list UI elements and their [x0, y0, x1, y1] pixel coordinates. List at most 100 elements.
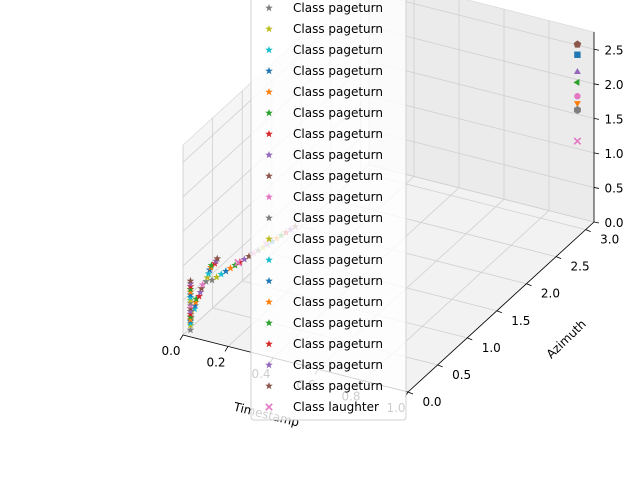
data-point	[240, 255, 249, 263]
legend-label: Class pageturn	[293, 106, 383, 120]
data-point	[573, 68, 581, 75]
y-axis-line	[407, 221, 595, 393]
legend-label: Class pageturn	[293, 274, 383, 288]
legend-label: Class pageturn	[293, 169, 383, 183]
data-point	[208, 276, 216, 284]
data-point	[186, 296, 195, 304]
y-tick-mark	[526, 283, 532, 287]
data-point	[192, 294, 201, 303]
data-point	[186, 276, 195, 285]
data-point	[186, 301, 195, 310]
legend-marker	[265, 46, 273, 54]
legend-label: Class pageturn	[293, 85, 383, 99]
data-point	[190, 304, 199, 313]
data-point	[573, 40, 582, 48]
data-point	[212, 273, 221, 281]
data-point	[203, 273, 212, 281]
legend-entry: Class laughter	[265, 400, 379, 414]
legend-entry: Class pageturn	[265, 43, 383, 57]
legend-marker	[265, 88, 273, 96]
legend-label: Class pageturn	[293, 43, 383, 57]
legend-marker	[265, 130, 273, 138]
data-point	[186, 325, 195, 334]
data-point	[186, 299, 195, 307]
y-tick-mark	[585, 229, 591, 232]
legend-label: Class pageturn	[293, 148, 383, 162]
legend-marker	[265, 4, 273, 12]
legend-marker	[265, 298, 273, 306]
legend-label: Class pageturn	[293, 316, 383, 330]
data-point	[186, 287, 195, 296]
y-tick-mark	[496, 310, 503, 314]
z-tick-mark	[593, 221, 600, 224]
legend-entry: Class pageturn	[265, 211, 383, 225]
legend-entry: Class pageturn	[265, 1, 383, 15]
legend-marker	[265, 361, 273, 369]
data-point	[186, 315, 195, 323]
x-tick-mark	[224, 346, 229, 352]
legend-marker	[265, 382, 273, 390]
z-tick-mark	[593, 48, 600, 51]
z-tick-label: 0.5	[604, 181, 623, 195]
y-axis-label: Azimuth	[544, 317, 589, 361]
legend-label: Class pageturn	[293, 1, 383, 15]
x-tick-label: 0.2	[206, 355, 225, 369]
legend-entry: Class pageturn	[265, 85, 383, 99]
y-tick-mark	[407, 391, 414, 395]
data-point	[195, 292, 203, 300]
data-point	[186, 282, 195, 290]
data-point	[573, 78, 580, 86]
grid-line-z	[182, 0, 595, 163]
data-point	[213, 254, 222, 262]
data-point	[186, 307, 195, 315]
y-tick-label: 1.0	[482, 341, 501, 355]
legend-label: Class laughter	[293, 400, 379, 414]
legend-marker	[265, 214, 273, 222]
legend-label: Class pageturn	[293, 358, 383, 372]
legend-marker	[265, 235, 273, 243]
legend-marker	[265, 403, 273, 411]
legend-entry: Class pageturn	[265, 274, 383, 288]
z-tick-label: 1.5	[604, 112, 623, 126]
legend-frame	[250, 0, 407, 421]
legend-marker	[265, 319, 273, 327]
data-point	[226, 264, 235, 272]
z-tick-label: 2.5	[604, 43, 623, 57]
legend-entry: Class pageturn	[265, 337, 383, 351]
y-tick-mark	[467, 337, 473, 341]
legend-entry: Class pageturn	[265, 358, 383, 372]
legend-entry: Class pageturn	[265, 148, 383, 162]
data-point	[186, 312, 195, 321]
data-point	[186, 321, 195, 329]
data-point	[574, 51, 581, 58]
data-point	[574, 93, 581, 100]
legend-entry: Class pageturn	[265, 295, 383, 309]
data-point	[573, 137, 582, 145]
y-tick-label: 0.0	[422, 395, 441, 409]
legend-label: Class pageturn	[293, 379, 383, 393]
z-tick-mark	[593, 152, 600, 155]
legend: Class pageturn Class pageturn Class pagetu…	[250, 0, 407, 421]
legend-entry: Class pageturn	[265, 106, 383, 120]
legend-entry: Class pageturn	[265, 232, 383, 246]
legend-marker	[265, 172, 273, 180]
data-point	[186, 279, 195, 287]
y-tick-mark	[437, 364, 443, 368]
legend-entry: Class pageturn	[265, 316, 383, 330]
data-point	[186, 293, 195, 301]
y-tick-label: 1.5	[511, 314, 530, 328]
data-point	[573, 106, 581, 115]
x-tick-mark	[179, 334, 184, 341]
data-point	[217, 270, 226, 278]
data-point	[186, 290, 195, 298]
legend-label: Class pageturn	[293, 232, 383, 246]
y-tick-label: 3.0	[600, 233, 619, 247]
legend-label: Class pageturn	[293, 337, 383, 351]
y-tick-mark	[555, 256, 562, 260]
data-point	[202, 277, 210, 285]
data-point	[207, 261, 216, 269]
legend-marker	[265, 109, 273, 117]
legend-label: Class pageturn	[293, 211, 383, 225]
data-point	[234, 258, 242, 267]
